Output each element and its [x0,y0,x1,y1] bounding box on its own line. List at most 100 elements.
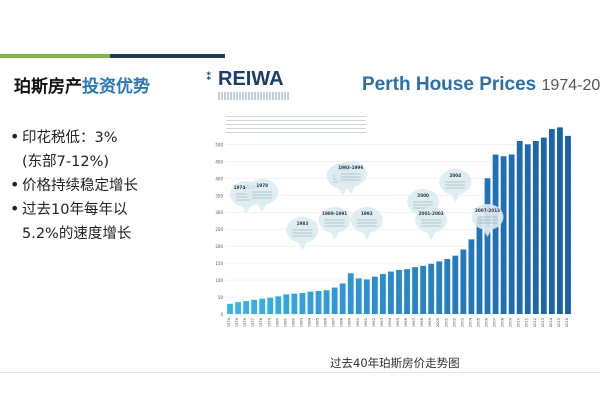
bar [275,296,282,314]
bar [380,273,386,314]
slide-title-part2: 投资优势 [82,77,150,97]
y-tick-label: 500 [215,142,223,147]
x-tick-label: 1979 [267,317,271,327]
bar [299,292,306,314]
y-tick-label: 300 [215,210,223,215]
brand-tagline-lines [218,92,290,100]
title-rule-green [0,54,110,58]
bullet-list: • 印花税低：3% (东部7-12%) • 价格持续稳定增长 • 过去10年每年… [10,126,195,246]
bar [444,259,451,314]
y-tick-label: 150 [215,261,223,266]
x-tick-label: 1974 [227,317,231,327]
bar [251,299,258,314]
x-tick-label: 1986 [324,317,328,327]
annotation-bubble: 1989-1991 [318,207,351,240]
bullet-dot-icon: • [10,127,20,146]
y-tick-label: 100 [215,278,223,283]
annotation-label: 2004 [449,173,461,178]
x-tick-label: 1995 [396,318,400,327]
x-tick-label: 2016 [565,317,569,327]
slide-title-part1: 珀斯房产 [14,77,82,97]
x-tick-label: 2001 [444,318,448,327]
y-tick-label: 50 [218,295,224,300]
chart-title-text: Perth House Prices [362,74,537,95]
x-tick-label: 1975 [235,318,239,327]
x-tick-label: 1992 [372,318,376,327]
x-tick-label: 1984 [307,317,311,327]
bar [347,273,354,314]
annotation-label: 1974-1978 [234,185,259,190]
annotation-label: 2007-2013 [475,208,500,213]
annotation-label: 1992 [361,211,373,216]
bar [355,278,362,314]
x-tick-label: 1999 [428,317,432,327]
y-tick-label: 350 [215,193,223,198]
x-tick-label: 2003 [460,318,464,327]
annotation-label: 1983 [297,221,309,226]
bullet-subtext: 5.2%的速度增长 [10,222,195,246]
y-tick-label: 0 [220,312,223,317]
x-tick-label: 1978 [259,317,263,327]
annotation-label: 1993-1996 [338,165,363,170]
bar [307,291,314,314]
bullet-dot-icon: • [10,175,20,194]
chart-intro-text-lines [226,116,366,136]
bar [235,302,241,314]
annotation-bubble: 2001-2003 [415,207,448,240]
bar [396,269,402,314]
x-tick-label: 1985 [316,318,320,327]
annotation-bubble: 1978 [246,179,279,212]
bar [363,279,370,314]
bar [331,287,338,314]
bar [468,239,475,314]
bullet-text: 5.2%的速度增长 [22,226,132,242]
x-tick-label: 1997 [412,318,416,327]
annotation-label: 2001-2003 [419,211,444,216]
bullet-dot-icon: • [10,199,20,218]
bar [548,129,555,314]
bar [291,293,298,314]
x-tick-label: 2002 [452,318,456,327]
bar [404,269,410,314]
bullet-item: • 过去10年每年以 [10,198,195,222]
reiwa-logo: ⁑ REIWA [206,68,296,106]
slide-top-band [0,0,600,30]
annotation-label: 2000 [417,193,429,198]
bar [412,267,418,314]
footer-divider [0,372,600,373]
x-tick-label: 2009 [509,317,513,327]
bar [557,127,563,314]
x-tick-label: 1987 [332,318,336,327]
bar [243,301,250,314]
brand-name: REIWA [218,68,284,90]
annotation-bubble: 2004 [439,169,472,202]
x-tick-label: 2013 [541,318,545,327]
bar [315,290,322,314]
annotation-bubble: 1993-1996 [334,161,367,194]
bar [500,156,507,314]
x-tick-label: 1976 [243,317,247,327]
x-tick-label: 1991 [364,318,368,327]
chart-area: 0 50 100 150 200 250 300 350 400 450 500 1974 1975 19… [204,106,580,338]
x-tick-label: 1980 [275,317,279,327]
bar [428,263,435,314]
price-bar-chart: 0 50 100 150 200 250 300 350 400 450 500 1974 1975 19… [215,127,572,327]
bar [436,261,443,314]
x-tick-label: 1989 [348,317,352,327]
bullet-text: 过去10年每年以 [22,202,128,218]
annotation-bubble: 1983 [286,217,319,250]
bar [460,249,467,314]
title-rule-navy [110,54,225,58]
x-tick-label: 1990 [356,317,360,327]
x-tick-label: 2000 [436,317,440,327]
x-tick-label: 2011 [525,318,529,327]
annotation-bubble: 1992 [350,207,383,240]
bullet-item: • 价格持续稳定增长 [10,174,195,198]
bar [420,265,427,314]
logo-mark-icon: ⁑ [206,70,212,83]
x-tick-label: 1977 [251,318,255,327]
bar [259,298,266,314]
annotation-bubble: 2007-2013 [471,204,504,237]
x-tick-label: 1993 [380,318,384,327]
